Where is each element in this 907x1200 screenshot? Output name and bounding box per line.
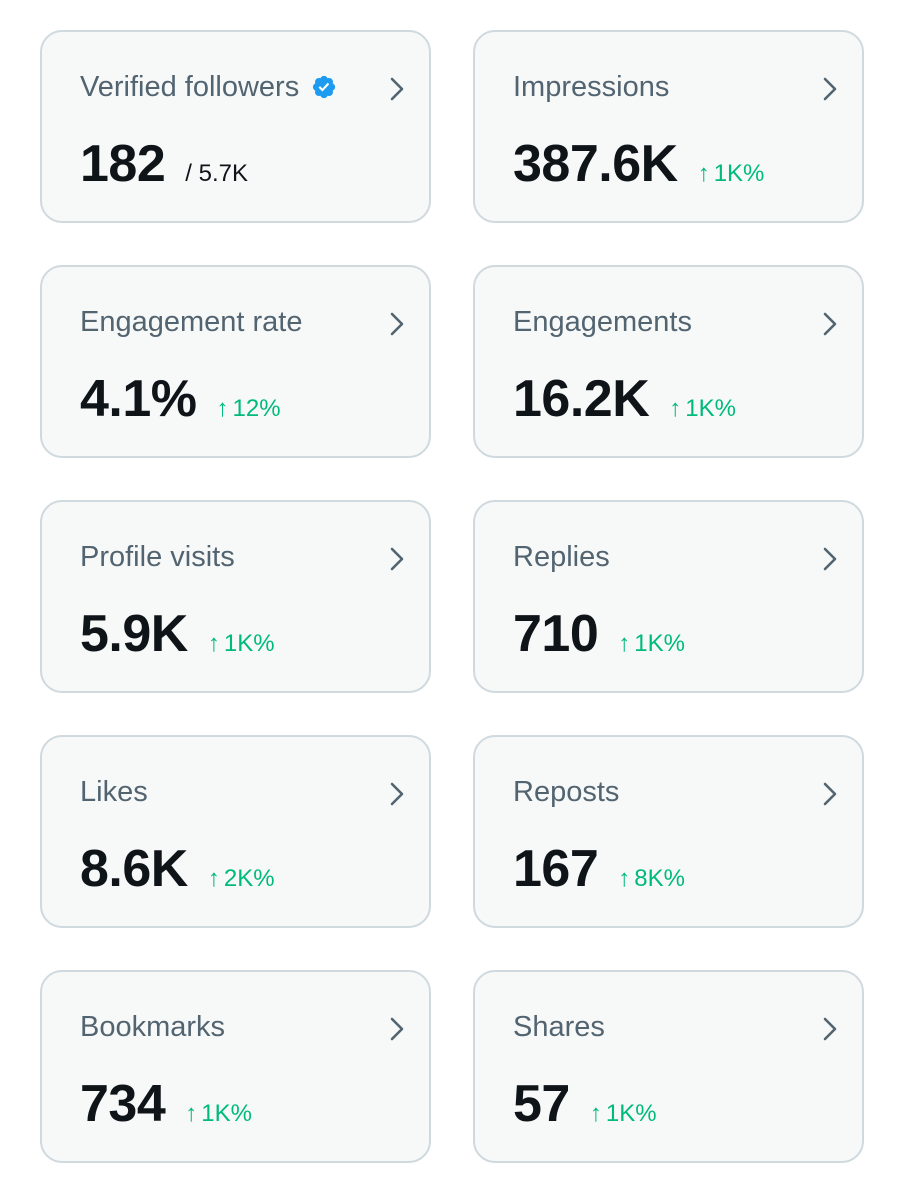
chevron-right-icon bbox=[823, 782, 837, 806]
metric-change: ↑ 1K% bbox=[208, 630, 275, 658]
metric-change-value: 1K% bbox=[685, 395, 736, 422]
metric-change: ↑ 1K% bbox=[618, 630, 685, 658]
metric-value-row: 57 ↑ 1K% bbox=[513, 1076, 657, 1132]
chevron-right-icon bbox=[390, 77, 404, 101]
metric-value: 734 bbox=[80, 1075, 166, 1133]
metric-change: ↑ 1K% bbox=[185, 1100, 252, 1128]
metric-value-row: 734 ↑ 1K% bbox=[80, 1076, 252, 1132]
metric-value: 710 bbox=[513, 605, 599, 663]
metric-label: Verified followers bbox=[80, 70, 337, 104]
metric-change-value: 1K% bbox=[201, 1100, 252, 1127]
metric-label: Reposts bbox=[513, 776, 620, 808]
metric-card-likes[interactable]: Likes 8.6K ↑ 2K% bbox=[40, 735, 431, 928]
metric-change: ↑ 1K% bbox=[590, 1100, 657, 1128]
chevron-right-icon bbox=[390, 312, 404, 336]
metric-card-engagements[interactable]: Engagements 16.2K ↑ 1K% bbox=[473, 265, 864, 458]
metric-label: Profile visits bbox=[80, 541, 235, 573]
metric-value-row: 710 ↑ 1K% bbox=[513, 606, 685, 662]
metric-value: 16.2K bbox=[513, 370, 650, 428]
metric-value: 167 bbox=[513, 840, 599, 898]
arrow-up-icon: ↑ bbox=[207, 630, 220, 657]
metric-change-value: 2K% bbox=[223, 865, 275, 892]
metric-change: ↑ 12% bbox=[217, 395, 281, 423]
metric-card-impressions[interactable]: Impressions 387.6K ↑ 1K% bbox=[473, 30, 864, 223]
metric-card-profile-visits[interactable]: Profile visits 5.9K ↑ 1K% bbox=[40, 500, 431, 693]
metric-label: Engagement rate bbox=[80, 306, 303, 338]
metric-change-value: 1K% bbox=[223, 630, 275, 657]
arrow-up-icon: ↑ bbox=[618, 630, 631, 657]
metric-label: Likes bbox=[80, 776, 148, 808]
metric-value-row: 16.2K ↑ 1K% bbox=[513, 371, 736, 427]
metric-change-value: 12% bbox=[232, 395, 281, 422]
metric-label: Engagements bbox=[513, 306, 692, 338]
chevron-right-icon bbox=[390, 547, 404, 571]
arrow-up-icon: ↑ bbox=[216, 395, 229, 422]
metric-change-value: 1K% bbox=[605, 1100, 657, 1127]
arrow-up-icon: ↑ bbox=[669, 395, 682, 422]
metric-label: Replies bbox=[513, 541, 610, 573]
metric-value: 57 bbox=[513, 1075, 570, 1133]
metric-change-value: 8K% bbox=[634, 865, 685, 892]
verified-badge-icon bbox=[313, 75, 336, 99]
metric-total: / 5.7K bbox=[185, 160, 248, 187]
chevron-right-icon bbox=[823, 77, 837, 101]
metric-value: 182 bbox=[80, 135, 166, 193]
arrow-up-icon: ↑ bbox=[589, 1100, 602, 1127]
chevron-right-icon bbox=[823, 547, 837, 571]
metric-value: 4.1% bbox=[80, 370, 197, 428]
metric-label: Bookmarks bbox=[80, 1011, 226, 1043]
arrow-up-icon: ↑ bbox=[207, 865, 220, 892]
metric-change: ↑ 2K% bbox=[208, 865, 275, 893]
metric-card-verified-followers[interactable]: Verified followers 182 / 5.7K bbox=[40, 30, 431, 223]
chevron-right-icon bbox=[390, 782, 404, 806]
metric-label: Impressions bbox=[513, 71, 670, 103]
metric-change: ↑ 8K% bbox=[618, 865, 685, 893]
metric-value-row: 4.1% ↑ 12% bbox=[80, 371, 281, 427]
chevron-right-icon bbox=[823, 312, 837, 336]
metric-change-value: 1K% bbox=[713, 160, 765, 187]
metric-value: 387.6K bbox=[513, 135, 678, 193]
metric-change-value: 1K% bbox=[634, 630, 685, 657]
metric-card-engagement-rate[interactable]: Engagement rate 4.1% ↑ 12% bbox=[40, 265, 431, 458]
metric-label-text: Verified followers bbox=[80, 71, 300, 103]
metric-value-row: 5.9K ↑ 1K% bbox=[80, 606, 275, 662]
metric-value-row: 182 / 5.7K bbox=[80, 136, 248, 192]
metric-value: 8.6K bbox=[80, 840, 188, 898]
metric-change: ↑ 1K% bbox=[698, 160, 765, 188]
chevron-right-icon bbox=[823, 1017, 837, 1041]
arrow-up-icon: ↑ bbox=[185, 1100, 198, 1127]
metric-change: ↑ 1K% bbox=[669, 395, 736, 423]
metric-value-row: 167 ↑ 8K% bbox=[513, 841, 685, 897]
metric-value-row: 8.6K ↑ 2K% bbox=[80, 841, 275, 897]
arrow-up-icon: ↑ bbox=[697, 160, 710, 187]
arrow-up-icon: ↑ bbox=[618, 865, 631, 892]
metric-label: Shares bbox=[513, 1011, 605, 1043]
metric-card-shares[interactable]: Shares 57 ↑ 1K% bbox=[473, 970, 864, 1163]
metric-card-replies[interactable]: Replies 710 ↑ 1K% bbox=[473, 500, 864, 693]
metric-value: 5.9K bbox=[80, 605, 188, 663]
metric-value-row: 387.6K ↑ 1K% bbox=[513, 136, 764, 192]
metric-card-reposts[interactable]: Reposts 167 ↑ 8K% bbox=[473, 735, 864, 928]
metric-card-bookmarks[interactable]: Bookmarks 734 ↑ 1K% bbox=[40, 970, 431, 1163]
chevron-right-icon bbox=[390, 1017, 404, 1041]
